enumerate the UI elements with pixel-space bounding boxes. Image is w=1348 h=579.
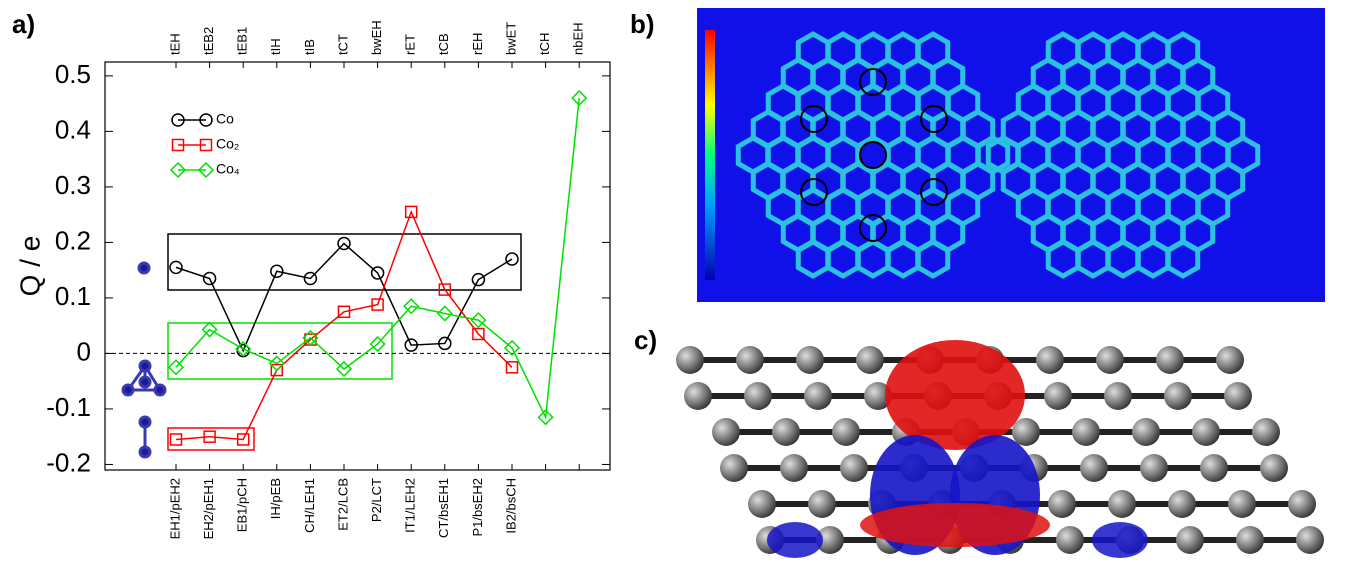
x-tick-label: EH1/pEH2 bbox=[167, 478, 182, 539]
atom bbox=[1260, 454, 1288, 482]
legend-label: Co bbox=[216, 111, 234, 127]
atom bbox=[1104, 382, 1132, 410]
y-tick-label: -0.2 bbox=[46, 447, 91, 477]
atom bbox=[832, 418, 860, 446]
atom bbox=[1192, 418, 1220, 446]
atom bbox=[1012, 418, 1040, 446]
top-tick-label: tEB2 bbox=[201, 27, 216, 55]
top-tick-label: tIH bbox=[268, 38, 283, 55]
atom bbox=[684, 382, 712, 410]
y-tick-label: 0.4 bbox=[55, 114, 91, 144]
y-tick-label: 0 bbox=[77, 336, 91, 366]
x-tick-label: CH/LEH1 bbox=[302, 478, 317, 533]
x-tick-label: IT1/LEH2 bbox=[403, 478, 418, 533]
atom bbox=[1080, 454, 1108, 482]
atom bbox=[712, 418, 740, 446]
panel-label: b) bbox=[630, 9, 655, 39]
atom bbox=[1224, 382, 1252, 410]
panel-label: c) bbox=[634, 325, 657, 355]
atom bbox=[1176, 526, 1204, 554]
molecule-render bbox=[676, 340, 1324, 558]
x-tick-label: ET2/LCB bbox=[335, 478, 350, 531]
top-tick-label: tCH bbox=[537, 33, 552, 55]
atom bbox=[1252, 418, 1280, 446]
y-tick-label: 0.3 bbox=[55, 170, 91, 200]
x-tick-label: EB1/pCH bbox=[235, 478, 250, 532]
atom bbox=[1156, 346, 1184, 374]
top-tick-label: rEH bbox=[470, 33, 485, 55]
legend-label: Co₂ bbox=[216, 136, 239, 152]
top-tick-label: nbEH bbox=[571, 22, 586, 55]
cluster-icons bbox=[123, 263, 165, 457]
x-tick-label: CT/bsEH1 bbox=[436, 478, 451, 538]
atom bbox=[1296, 526, 1324, 554]
atom bbox=[676, 346, 704, 374]
atom bbox=[1108, 490, 1136, 518]
atom bbox=[780, 454, 808, 482]
atom bbox=[1096, 346, 1124, 374]
figure: a) b) c) Q / e -0.2 -0.1 0 0.1 0.2 0.3 0.4 0.5 t… bbox=[0, 0, 1348, 574]
atom bbox=[1132, 418, 1160, 446]
atom bbox=[1044, 382, 1072, 410]
y-axis-label: Q / e bbox=[14, 236, 45, 297]
atom bbox=[1200, 454, 1228, 482]
annotation-box bbox=[168, 323, 392, 379]
x-tick-label: IB2/bsCH bbox=[503, 478, 518, 534]
top-tick-label: tEB1 bbox=[235, 27, 250, 55]
atom bbox=[744, 382, 772, 410]
top-tick-label: tCT bbox=[335, 34, 350, 55]
density-map bbox=[697, 8, 1325, 302]
series-line bbox=[176, 212, 512, 440]
annotation-box bbox=[168, 234, 521, 290]
atom bbox=[1216, 346, 1244, 374]
density-lobe bbox=[1092, 522, 1148, 558]
top-tick-label: bwEH bbox=[369, 20, 384, 55]
atom bbox=[1056, 526, 1084, 554]
page: a) b) c) Q / e -0.2 -0.1 0 0.1 0.2 0.3 0.4 0.5 t… bbox=[0, 0, 1348, 579]
top-tick-label: rET bbox=[403, 34, 418, 55]
x-tick-label: P2/LCT bbox=[369, 478, 384, 522]
top-tick-label: tCB bbox=[436, 33, 451, 55]
atom bbox=[736, 346, 764, 374]
atom bbox=[1072, 418, 1100, 446]
atom bbox=[748, 490, 776, 518]
atom bbox=[804, 382, 832, 410]
atom bbox=[1140, 454, 1168, 482]
atom bbox=[772, 418, 800, 446]
atom bbox=[856, 346, 884, 374]
top-tick-label: bwET bbox=[503, 22, 518, 55]
colorbar bbox=[705, 30, 715, 280]
density-lobe bbox=[767, 522, 823, 558]
x-tick-label: P1/bsEH2 bbox=[470, 478, 485, 537]
plot-frame bbox=[105, 62, 610, 470]
atom bbox=[808, 490, 836, 518]
atom bbox=[1168, 490, 1196, 518]
atom bbox=[1048, 490, 1076, 518]
series-line bbox=[176, 244, 512, 351]
atom bbox=[1036, 346, 1064, 374]
x-tick-label: IH/pEB bbox=[268, 478, 283, 519]
atom bbox=[1236, 526, 1264, 554]
atom bbox=[796, 346, 824, 374]
top-tick-label: tEH bbox=[167, 33, 182, 55]
y-tick-label: -0.1 bbox=[46, 392, 91, 422]
x-tick-label: EH2/pEH1 bbox=[201, 478, 216, 539]
y-tick-label: 0.2 bbox=[55, 225, 91, 255]
y-tick-label: 0.1 bbox=[55, 281, 91, 311]
atom bbox=[1288, 490, 1316, 518]
legend-label: Co₄ bbox=[216, 161, 240, 177]
atom bbox=[720, 454, 748, 482]
panel-label: a) bbox=[12, 9, 35, 39]
atom bbox=[1228, 490, 1256, 518]
atom bbox=[1164, 382, 1192, 410]
atom bbox=[840, 454, 868, 482]
density-lobe bbox=[860, 503, 1050, 547]
top-tick-label: tIB bbox=[302, 39, 317, 55]
density-lobe bbox=[885, 340, 1025, 450]
y-tick-label: 0.5 bbox=[55, 59, 91, 89]
